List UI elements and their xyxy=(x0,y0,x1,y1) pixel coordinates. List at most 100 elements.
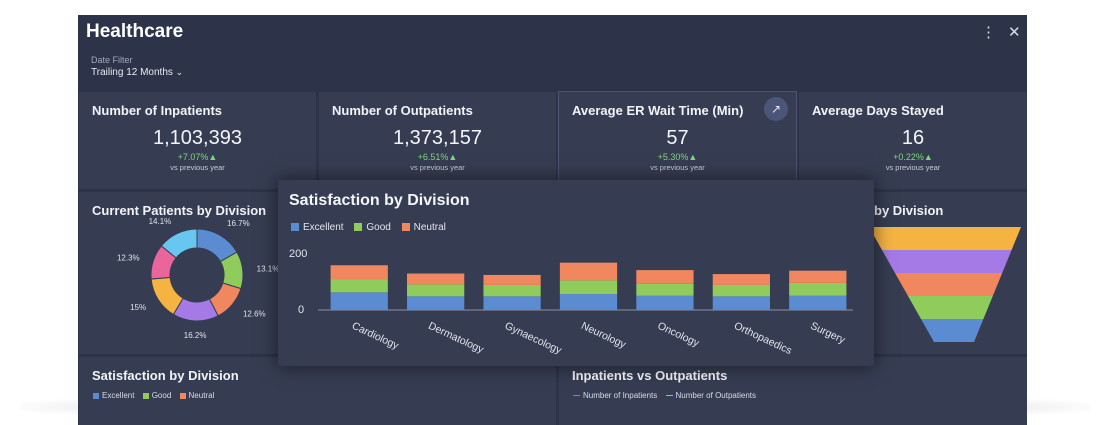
funnel-segment[interactable] xyxy=(921,319,984,342)
bar-segment-neutral[interactable] xyxy=(330,265,388,280)
date-filter-value: Trailing 12 Months xyxy=(91,67,173,78)
kpi-title: Average Days Stayed xyxy=(812,103,944,118)
expand-icon[interactable]: ↗ xyxy=(764,97,788,121)
y-tick-label: 0 xyxy=(298,304,304,316)
legend-item-excellent: Excellent xyxy=(93,391,134,400)
kpi-title: Number of Inpatients xyxy=(92,103,223,118)
funnel-segment[interactable] xyxy=(869,227,1021,250)
legend-item-neutral: Neutral xyxy=(179,391,215,400)
kpi-title: Number of Outpatients xyxy=(332,103,473,118)
kpi-value: 1,373,157 xyxy=(393,127,482,149)
x-tick-label: Oncology xyxy=(656,320,702,350)
legend: Number of Inpatients Number of Outpatien… xyxy=(573,391,762,400)
card-title: Inpatients vs Outpatients xyxy=(572,368,728,383)
bar-segment-good[interactable] xyxy=(636,283,694,296)
funnel-segment[interactable] xyxy=(895,273,1003,296)
bar-segment-good[interactable] xyxy=(483,284,541,297)
funnel-segment[interactable] xyxy=(908,296,993,319)
donut-slice-label: 14.1% xyxy=(149,217,172,226)
bar-segment-excellent[interactable] xyxy=(483,296,541,310)
bar-segment-excellent[interactable] xyxy=(559,294,618,310)
date-filter-label: Date Filter xyxy=(91,55,133,65)
kpi-value: 57 xyxy=(666,127,689,149)
legend-swatch xyxy=(401,223,410,232)
bar-segment-excellent[interactable] xyxy=(636,295,694,310)
chevron-down-icon: ⌄ xyxy=(175,67,184,77)
donut-slice-label: 12.6% xyxy=(243,310,266,319)
bar-segment-excellent[interactable] xyxy=(330,292,388,310)
legend-swatch xyxy=(354,223,363,232)
y-tick-label: 200 xyxy=(289,248,307,260)
bar-segment-good[interactable] xyxy=(407,284,465,297)
x-tick-label: Neurology xyxy=(579,320,628,351)
satisfaction-popup[interactable]: Satisfaction by Division Excellent Good … xyxy=(278,180,874,366)
legend-item-outpatients: Number of Outpatients xyxy=(665,391,756,400)
donut-slice[interactable] xyxy=(160,228,198,259)
kpi-card-inpatients[interactable]: Number of Inpatients 1,103,393 +7.07%▲ v… xyxy=(79,92,316,189)
legend-item-excellent[interactable]: Excellent xyxy=(291,222,344,233)
bar-segment-neutral[interactable] xyxy=(407,273,465,285)
kpi-card-outpatients[interactable]: Number of Outpatients 1,373,157 +6.51%▲ … xyxy=(319,92,556,189)
legend-swatch xyxy=(93,392,99,399)
funnel-segment[interactable] xyxy=(882,250,1012,273)
legend-label: Good xyxy=(151,391,172,400)
legend-line xyxy=(573,395,580,397)
bar-segment-neutral[interactable] xyxy=(483,274,541,285)
popup-title: Satisfaction by Division xyxy=(289,192,470,209)
x-tick-label: Dermatology xyxy=(426,320,486,356)
kpi-change: +5.30%▲ xyxy=(657,152,698,162)
kpi-value: 1,103,393 xyxy=(153,127,242,149)
legend-label: Number of Inpatients xyxy=(583,391,658,400)
kpi-card-er-wait[interactable]: Average ER Wait Time (Min) ↗ 57 +5.30%▲ … xyxy=(558,91,797,190)
stacked-bar-chart: 200 0 Cardiology Dermatology Gynaecology Neur… xyxy=(289,248,853,357)
donut-slice-label: 16.7% xyxy=(227,219,250,228)
legend-item-good[interactable]: Good xyxy=(354,222,391,233)
legend-label: Excellent xyxy=(303,222,344,233)
funnel-chart xyxy=(869,227,1021,342)
dashboard-title: Healthcare xyxy=(86,21,184,42)
bar-segment-neutral[interactable] xyxy=(712,274,770,285)
bar-segment-excellent[interactable] xyxy=(789,295,847,310)
legend-swatch xyxy=(291,223,299,232)
kpi-subtext: vs previous year xyxy=(650,163,705,172)
donut-card[interactable]: Current Patients by Division 16.7% 13.1% 1… xyxy=(79,192,316,354)
legend-item-inpatients: Number of Inpatients xyxy=(573,391,657,400)
bottom-satisfaction-card[interactable]: Satisfaction by Division Excellent Good … xyxy=(79,357,556,425)
bar-segment-good[interactable] xyxy=(330,279,388,293)
legend: Excellent Good Neutral xyxy=(93,391,220,400)
bar-segment-good[interactable] xyxy=(559,280,618,295)
x-tick-label: Orthopaedics xyxy=(732,320,794,357)
bar-segment-neutral[interactable] xyxy=(636,270,694,284)
donut-slice-label: 12.3% xyxy=(117,253,140,262)
more-options-icon[interactable]: ⋮ xyxy=(981,24,996,41)
card-title-fragment: by Division xyxy=(874,203,944,218)
donut-slice-label: 13.1% xyxy=(257,264,280,273)
donut-slice-label: 15% xyxy=(130,303,146,312)
bar-segment-neutral[interactable] xyxy=(559,262,618,281)
close-icon[interactable]: ✕ xyxy=(1008,24,1021,41)
kpi-subtext: vs previous year xyxy=(885,163,941,172)
bar-segment-excellent[interactable] xyxy=(407,296,465,310)
bar-segment-good[interactable] xyxy=(789,282,847,296)
bar-segment-neutral[interactable] xyxy=(789,270,847,283)
date-filter-dropdown[interactable]: Trailing 12 Months ⌄ xyxy=(91,67,183,78)
bar-segment-excellent[interactable] xyxy=(712,296,770,310)
kpi-card-days-stayed[interactable]: Average Days Stayed 16 +0.22%▲ vs previo… xyxy=(799,92,1027,189)
donut-slice-label: 16.2% xyxy=(184,331,207,340)
legend-label: Excellent xyxy=(102,391,135,400)
kpi-change: +6.51%▲ xyxy=(417,152,458,162)
x-tick-label: Gynaecology xyxy=(503,320,564,357)
kpi-value: 16 xyxy=(901,127,925,149)
legend-label: Number of Outpatients xyxy=(675,391,756,400)
bottom-inpatients-card[interactable]: Inpatients vs Outpatients Number of Inpa… xyxy=(559,357,1027,425)
legend-item-good: Good xyxy=(142,391,172,400)
x-tick-label: Surgery xyxy=(809,320,848,347)
kpi-title: Average ER Wait Time (Min) xyxy=(572,103,744,118)
legend-line xyxy=(665,395,673,397)
legend-swatch xyxy=(142,392,149,399)
kpi-subtext: vs previous year xyxy=(170,163,225,172)
kpi-change: +7.07%▲ xyxy=(177,152,218,162)
bar-segment-good[interactable] xyxy=(712,284,770,297)
legend-item-neutral[interactable]: Neutral xyxy=(401,222,446,233)
legend-label: Neutral xyxy=(188,391,215,400)
